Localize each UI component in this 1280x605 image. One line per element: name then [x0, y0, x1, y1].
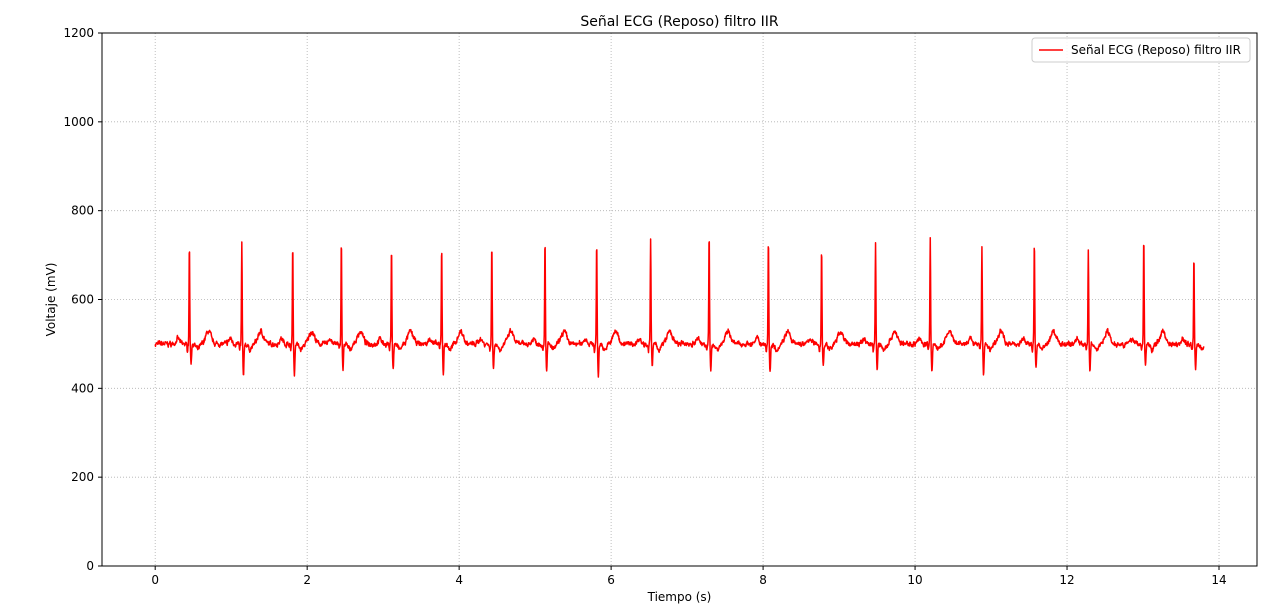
series-layer — [154, 236, 1205, 378]
y-tick-label: 1200 — [63, 26, 94, 40]
x-tick-label: 8 — [759, 573, 767, 587]
x-tick-label: 2 — [303, 573, 311, 587]
y-tick-label: 400 — [71, 381, 94, 395]
y-tick-label: 1000 — [63, 115, 94, 129]
x-axis: 0 2 4 6 8 10 12 14 — [151, 566, 1227, 587]
y-tick-label: 800 — [71, 204, 94, 218]
x-tick-label: 6 — [607, 573, 615, 587]
ecg-series-line — [154, 236, 1205, 378]
y-tick-label: 0 — [86, 559, 94, 573]
x-tick-label: 4 — [455, 573, 463, 587]
y-axis-label: Voltaje (mV) — [44, 263, 58, 337]
x-tick-label: 12 — [1059, 573, 1074, 587]
legend-label: Señal ECG (Reposo) filtro IIR — [1071, 43, 1241, 57]
x-tick-label: 14 — [1211, 573, 1226, 587]
y-tick-label: 200 — [71, 470, 94, 484]
chart-title: Señal ECG (Reposo) filtro IIR — [580, 14, 779, 30]
legend-box — [1031, 37, 1251, 63]
x-tick-label: 10 — [907, 573, 922, 587]
legend: Señal ECG (Reposo) filtro IIR — [1031, 37, 1251, 63]
y-axis: 0 200 400 600 800 1000 1200 — [63, 26, 102, 573]
x-tick-label: 0 — [151, 573, 159, 587]
x-axis-label: Tiempo (s) — [647, 590, 712, 604]
y-tick-label: 600 — [71, 293, 94, 307]
